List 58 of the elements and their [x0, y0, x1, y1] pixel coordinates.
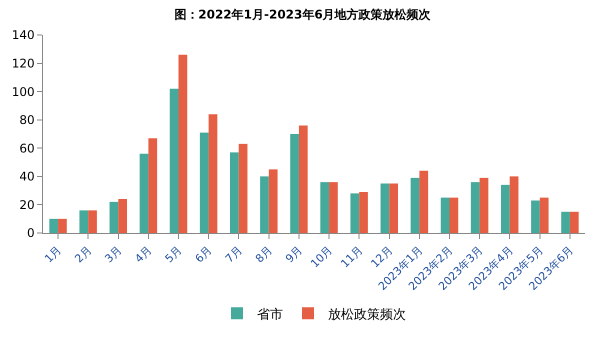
- bar: [380, 184, 390, 233]
- bar: [500, 184, 510, 233]
- bar: [230, 152, 239, 233]
- bar: [88, 210, 97, 233]
- bar: [118, 199, 128, 233]
- x-tick-label: 2月: [72, 244, 94, 266]
- bar: [290, 134, 299, 233]
- x-tick-label: 4月: [132, 244, 154, 266]
- bar: [359, 192, 368, 233]
- bar: [350, 193, 360, 233]
- bar: [570, 212, 579, 233]
- x-tick-label: 5月: [162, 244, 185, 266]
- legend-label: 放松政策频次: [328, 307, 406, 322]
- bar: [268, 169, 278, 233]
- x-tick-label: 8月: [252, 244, 275, 266]
- bar: [208, 114, 218, 233]
- x-tick-label: 3月: [102, 244, 124, 266]
- bar: [480, 178, 488, 233]
- y-tick-label: 0: [26, 226, 35, 240]
- bar: [329, 182, 338, 233]
- bar: [450, 198, 458, 233]
- bar: [79, 210, 88, 233]
- bar: [320, 182, 330, 233]
- bar: [148, 138, 158, 233]
- y-tick-label: 140: [12, 28, 35, 42]
- y-tick-label: 80: [19, 113, 35, 128]
- bar: [238, 144, 248, 233]
- chart-title: 图：2022年1月-2023年6月地方政策放松频次: [174, 8, 432, 22]
- bar: [410, 178, 420, 233]
- bar: [510, 176, 518, 233]
- bar: [440, 198, 450, 233]
- y-tick-label: 100: [12, 84, 35, 99]
- bar: [170, 88, 178, 233]
- bar: [110, 202, 118, 233]
- bar: [561, 212, 570, 233]
- bar: [178, 54, 188, 233]
- y-tick-label: 20: [19, 198, 35, 212]
- bar: [298, 126, 308, 233]
- x-tick-label: 10月: [308, 244, 336, 270]
- y-tick-label: 40: [19, 170, 35, 184]
- bar: [49, 218, 58, 233]
- x-tick-label: 1月: [42, 244, 64, 266]
- bar: [200, 132, 209, 233]
- x-tick-label: 7月: [222, 244, 245, 266]
- legend-label: 省市: [257, 307, 283, 322]
- bar: [531, 200, 540, 233]
- bar: [389, 184, 398, 233]
- y-tick-label: 60: [19, 141, 35, 156]
- y-tick-label: 120: [12, 56, 35, 70]
- x-tick-label: 9月: [283, 244, 305, 266]
- bar: [260, 176, 269, 233]
- bar: [58, 218, 67, 233]
- bar: [140, 154, 148, 233]
- bar: [540, 198, 549, 233]
- bar: [470, 182, 480, 233]
- bar: [419, 170, 428, 233]
- x-tick-label: 11月: [338, 244, 366, 270]
- x-tick-label: 6月: [192, 244, 215, 266]
